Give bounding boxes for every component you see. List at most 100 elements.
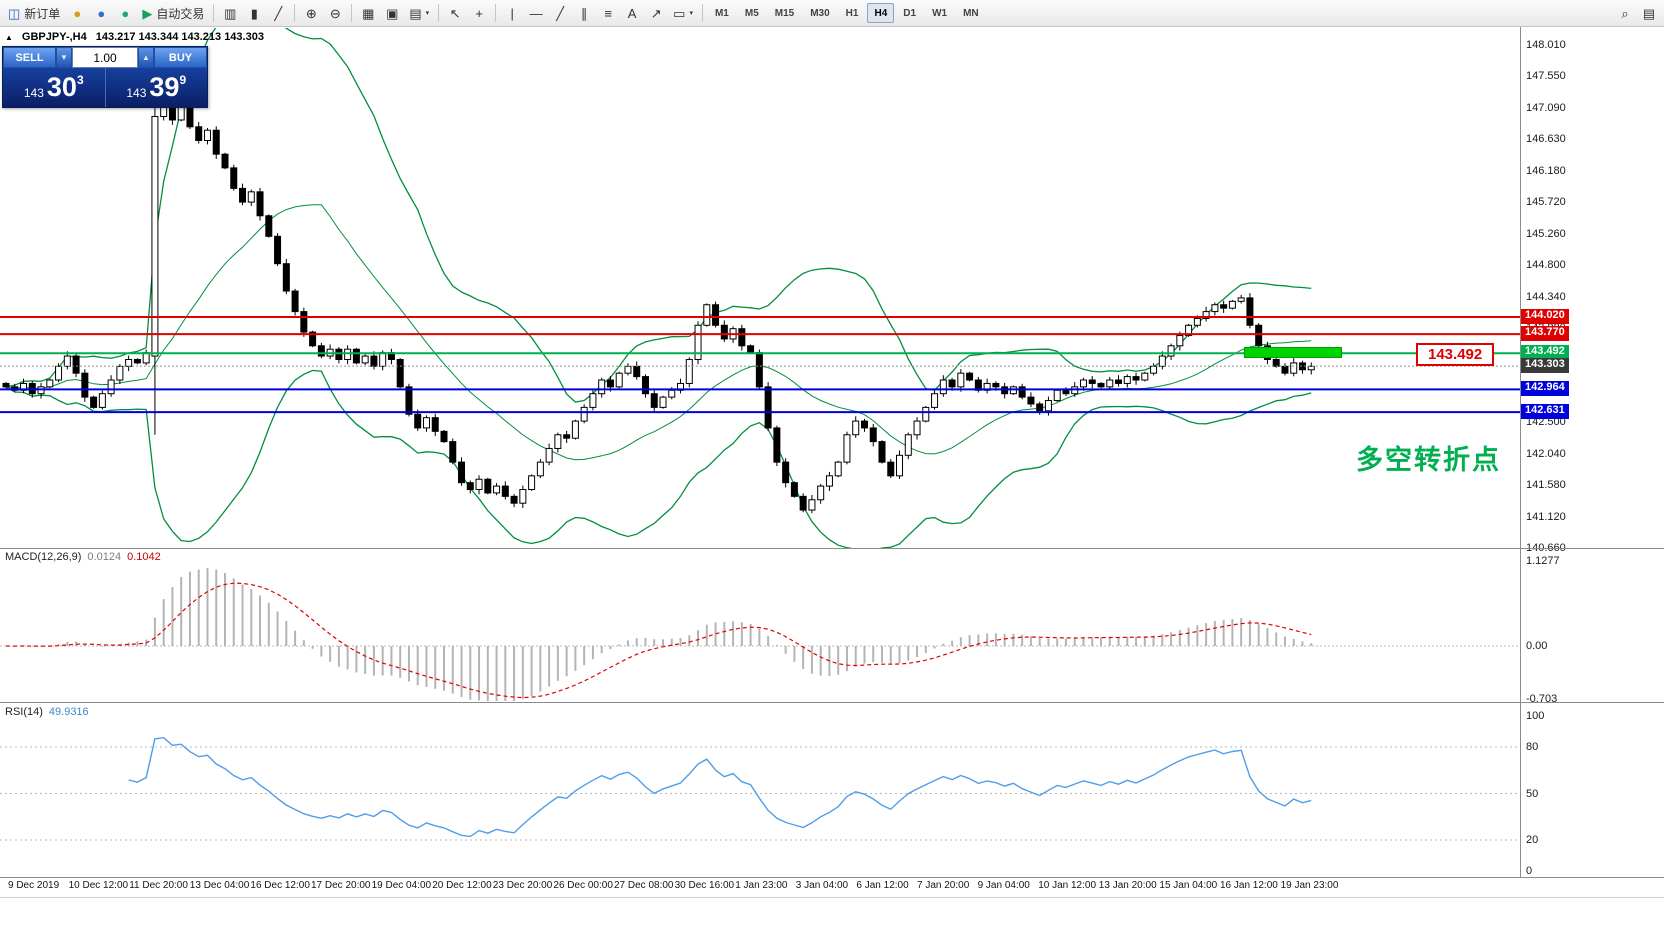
arrow-object-button[interactable]: ↗ (645, 2, 667, 24)
time-axis-label: 16 Dec 12:00 (250, 880, 310, 891)
new-chart-button[interactable]: ▤ ▾ (405, 2, 433, 24)
toolbar-separator (294, 4, 296, 22)
charts-icon-button[interactable]: ● (90, 2, 112, 24)
autotrade-button-label: 自动交易 (156, 6, 205, 21)
line-chart-icon: ╱ (274, 5, 283, 21)
autotrade-button[interactable]: ▶ 自动交易 (138, 2, 208, 24)
buy-price[interactable]: 143 39 9 (106, 68, 208, 107)
time-axis-label: 26 Dec 00:00 (553, 880, 613, 891)
buy-button[interactable]: BUY (154, 47, 207, 68)
volume-decrease-button[interactable]: ▼ (56, 47, 72, 68)
macd-name: MACD(12,26,9) (5, 551, 82, 563)
new-order-button[interactable]: ◫ 新订单 (4, 2, 64, 24)
turning-point-note: 多空转折点 (1356, 445, 1501, 475)
toolbar-separator (701, 4, 703, 22)
price-axis-label: 142.040 (1526, 447, 1566, 460)
macd-axis-label: 1.1277 (1526, 555, 1560, 567)
candlestick-chart-button[interactable]: ▮ (243, 2, 265, 24)
price-callout-label[interactable]: 143.492 (1416, 343, 1495, 366)
timeframe-button-m15[interactable]: M15 (768, 3, 801, 23)
timeframe-button-h4[interactable]: H4 (867, 3, 895, 23)
crosshair-button[interactable]: + (468, 2, 490, 24)
text-label-button[interactable]: A (621, 2, 643, 24)
cursor-icon: ↖ (449, 5, 461, 21)
fibonacci-button[interactable]: ≡ (597, 2, 619, 24)
channel-button[interactable]: ∥ (573, 2, 595, 24)
toolbar-separator (438, 4, 440, 22)
tile-windows-button[interactable]: ▦ (357, 2, 379, 24)
price-axis-label: 145.720 (1526, 196, 1566, 209)
timeframe-button-mn[interactable]: MN (956, 3, 986, 23)
volume-increase-button[interactable]: ▲ (138, 47, 154, 68)
trendline-icon: ╱ (556, 5, 565, 21)
toolbar-right-group: ⌕ ▤ (1614, 2, 1660, 24)
search-button[interactable]: ⌕ (1614, 2, 1636, 24)
crosshair-icon: + (475, 5, 483, 21)
timeframe-button-m1[interactable]: M1 (708, 3, 736, 23)
new-order-icon: ◫ (8, 5, 21, 21)
shapes-button[interactable]: ▭ ▾ (669, 2, 697, 24)
toolbar-separator (351, 4, 353, 22)
trendline-button[interactable]: ╱ (549, 2, 571, 24)
timeframe-button-w1[interactable]: W1 (925, 3, 954, 23)
new-chart-icon: ▤ (409, 5, 422, 21)
time-axis-label: 30 Dec 16:00 (674, 880, 735, 891)
price-tag: 143.303 (1521, 358, 1569, 374)
rsi-label: RSI(14) 49.9316 (5, 706, 89, 718)
sell-button[interactable]: SELL (3, 47, 56, 68)
sell-price[interactable]: 143 30 3 (3, 68, 105, 107)
coin-icon-button[interactable]: ● (66, 2, 88, 24)
bar-chart-button[interactable]: ▥ (219, 2, 241, 24)
one-click-trade-panel: SELL ▼ ▲ BUY 143 30 3 143 39 9 (2, 46, 208, 108)
price-divider (104, 68, 106, 107)
time-axis-label: 20 Dec 12:00 (432, 880, 492, 891)
community-icon-button[interactable]: ● (114, 2, 136, 24)
price-axis-label: 147.090 (1526, 101, 1566, 114)
time-axis-label: 19 Jan 23:00 (1280, 880, 1339, 891)
zoom-in-button[interactable]: ⊕ (300, 2, 322, 24)
buy-price-main: 39 (149, 72, 180, 102)
rsi-axis-label: 0 (1526, 865, 1533, 877)
sell-price-sup: 3 (76, 73, 84, 87)
zoom-out-button[interactable]: ⊖ (324, 2, 346, 24)
price-tag: 143.492 (1521, 345, 1569, 361)
arrange-windows-icon: ▣ (386, 5, 399, 21)
horizontal-line-button[interactable]: — (525, 2, 547, 24)
collapse-panel-icon[interactable]: ▲ (5, 32, 13, 42)
price-axis-label: 141.120 (1526, 510, 1566, 523)
price-tag: 142.631 (1521, 404, 1569, 420)
time-axis-label: 6 Jan 12:00 (856, 880, 909, 891)
timeframe-button-h1[interactable]: H1 (839, 3, 866, 23)
candlestick-chart-icon: ▮ (250, 5, 258, 21)
chevron-down-icon: ▾ (689, 10, 693, 17)
line-chart-button[interactable]: ╱ (267, 2, 289, 24)
time-axis-label: 3 Jan 04:00 (795, 880, 849, 891)
data-window-button[interactable]: ▤ (1638, 2, 1660, 24)
cursor-button[interactable]: ↖ (444, 2, 466, 24)
chevron-down-icon: ▾ (425, 10, 430, 17)
charts-icon-icon: ● (97, 5, 106, 21)
time-axis-label: 10 Jan 12:00 (1038, 880, 1097, 891)
trade-controls-row: SELL ▼ ▲ BUY (3, 47, 207, 68)
time-axis-label: 7 Jan 20:00 (917, 880, 970, 891)
highlight-rectangle[interactable] (1244, 347, 1342, 358)
timeframe-button-m5[interactable]: M5 (738, 3, 766, 23)
vertical-line-button[interactable]: | (501, 2, 523, 24)
vertical-line-icon: | (510, 5, 514, 21)
arrange-windows-button[interactable]: ▣ (381, 2, 403, 24)
volume-input[interactable] (72, 47, 138, 68)
trade-prices-row: 143 30 3 143 39 9 (3, 68, 207, 107)
search-icon: ⌕ (1621, 5, 1629, 21)
chart-info: ▲ GBPJPY-,H4 143.217 143.344 143.213 143… (5, 31, 264, 43)
price-tag: 144.020 (1521, 309, 1569, 325)
timeframe-button-d1[interactable]: D1 (896, 3, 923, 23)
macd-label: MACD(12,26,9) 0.0124 0.1042 (5, 551, 161, 563)
macd-value-main: 0.0124 (87, 551, 122, 563)
chart-ohlc-values: 143.217 143.344 143.213 143.303 (95, 31, 264, 43)
rsi-axis-label: 50 (1526, 787, 1539, 800)
timeframe-button-m30[interactable]: M30 (803, 3, 836, 23)
buy-price-sup: 9 (179, 73, 187, 87)
rsi-name: RSI(14) (5, 706, 43, 718)
